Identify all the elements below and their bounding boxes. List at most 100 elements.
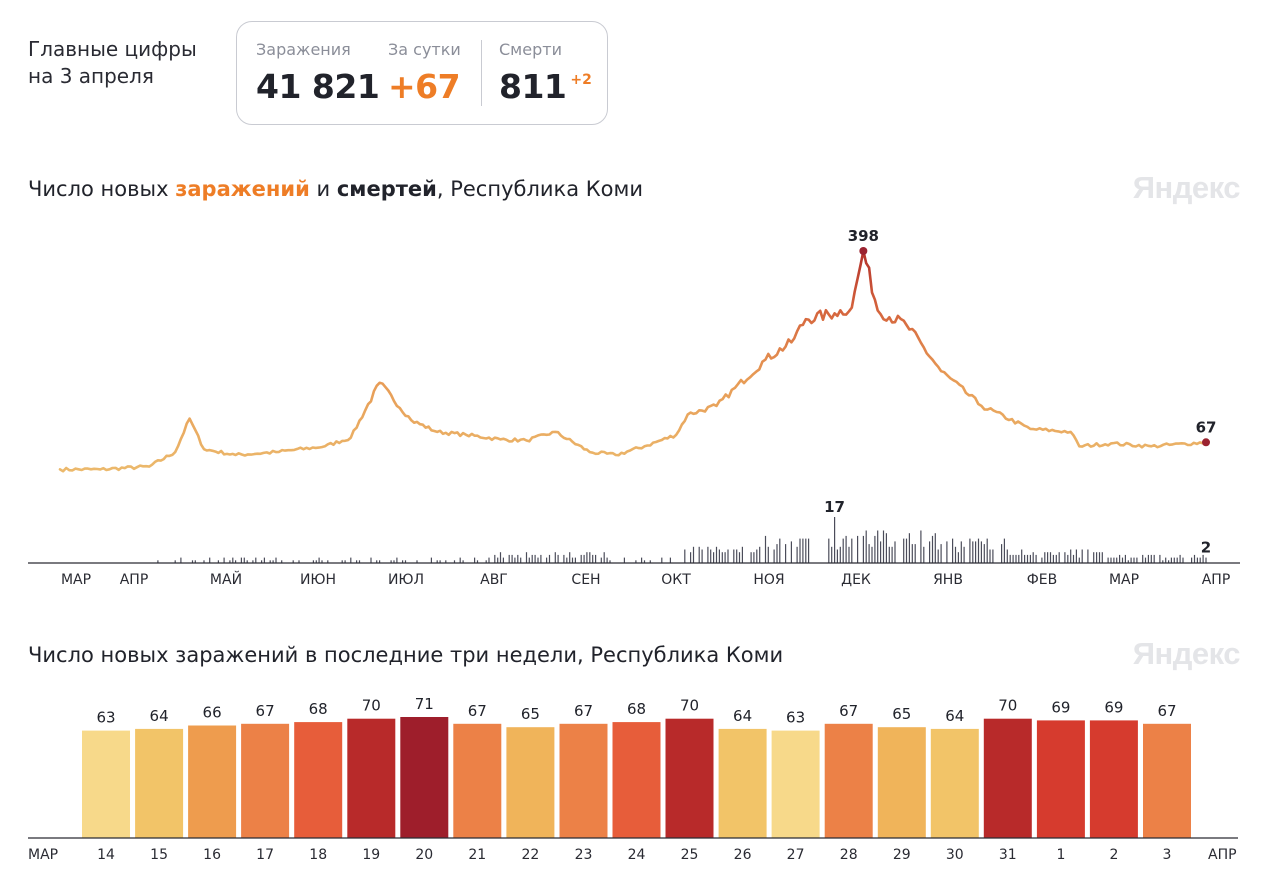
- day-tick-label: 22: [521, 847, 539, 863]
- bar: [983, 718, 1032, 838]
- yandex-watermark-1: Яндекс: [1132, 170, 1241, 205]
- day-tick-label: 30: [946, 847, 964, 863]
- bar-value-label: 66: [203, 704, 222, 722]
- key-figures-box: Заражения 41 821 За сутки +67 Смерти 811…: [236, 21, 608, 125]
- day-tick-label: 23: [575, 847, 593, 863]
- bar-value-label: 65: [892, 705, 911, 723]
- infections-value: 41 821: [256, 67, 380, 106]
- deaths-delta: +2: [570, 72, 592, 88]
- bar-value-label: 67: [1157, 702, 1176, 720]
- bar-value-label: 67: [256, 702, 275, 720]
- deaths-bars-group: [157, 517, 1207, 563]
- month-tick-label: ФЕВ: [1027, 572, 1058, 588]
- chart2-title: Число новых заражений в последние три не…: [28, 643, 784, 667]
- bar: [453, 723, 502, 838]
- daily-value: +67: [388, 67, 461, 106]
- axis-start-label: МАР: [28, 847, 58, 863]
- bar: [877, 727, 926, 838]
- bar: [1143, 723, 1191, 838]
- day-tick-label: 3: [1163, 847, 1172, 863]
- chart1-title-prefix: Число новых: [28, 177, 176, 201]
- day-tick-label: 2: [1109, 847, 1118, 863]
- stats-divider: [481, 40, 482, 106]
- bar: [718, 728, 767, 838]
- day-tick-label: 19: [362, 847, 380, 863]
- day-tick-label: 20: [415, 847, 433, 863]
- daily-label: За сутки: [388, 40, 461, 59]
- bar: [930, 728, 979, 838]
- bar-value-label: 65: [521, 705, 540, 723]
- deaths-stat: Смерти 811 +2: [499, 40, 592, 106]
- page-title: Главные цифры на 3 апреля: [28, 36, 228, 90]
- peak-marker: [859, 247, 868, 255]
- month-tick-label: СЕН: [571, 572, 600, 588]
- month-tick-label: АВГ: [480, 572, 508, 588]
- day-tick-label: 18: [309, 847, 327, 863]
- bar-value-label: 64: [150, 707, 169, 725]
- month-tick-label: ДЕК: [841, 572, 871, 588]
- chart1-title: Число новых заражений и смертей, Республ…: [28, 177, 643, 201]
- month-tick-label: ЯНВ: [933, 572, 963, 588]
- bar-value-label: 70: [680, 697, 699, 715]
- bar-value-label: 63: [786, 709, 805, 727]
- month-tick-label: АПР: [1202, 572, 1231, 588]
- deaths-last-label: 2: [1201, 539, 1211, 557]
- bar-value-label: 70: [998, 697, 1017, 715]
- day-tick-label: 29: [893, 847, 911, 863]
- deaths-value: 811: [499, 67, 567, 106]
- bar-value-label: 68: [309, 700, 328, 718]
- title-line-1: Главные цифры: [28, 37, 197, 61]
- chart1-title-mid: и: [309, 177, 337, 201]
- last-value-label: 67: [1196, 418, 1217, 436]
- infections-stat: Заражения 41 821: [256, 40, 380, 106]
- bar: [347, 718, 396, 838]
- month-axis-labels: МАР АПР МАЙ ИЮН ИЮЛ АВГ СЕН ОКТ НОЯ ДЕК ЯНВ ФЕВ МАР А…: [61, 570, 1230, 588]
- bar: [82, 730, 130, 838]
- deaths-label: Смерти: [499, 40, 562, 59]
- bar-value-label: 68: [627, 700, 646, 718]
- bar: [506, 727, 555, 838]
- bar-value-label: 67: [468, 702, 487, 720]
- month-tick-label: МАР: [61, 572, 91, 588]
- chart1-title-suffix: , Республика Коми: [436, 177, 644, 201]
- day-tick-label: 14: [97, 847, 115, 863]
- chart1-title-infections: заражений: [175, 177, 310, 201]
- day-tick-label: 1: [1056, 847, 1065, 863]
- bars-group: 6314641566166717681870197120672165226723…: [82, 695, 1191, 863]
- bar: [188, 725, 237, 838]
- bar: [1089, 720, 1138, 838]
- deaths-value-wrap: 811 +2: [499, 67, 592, 106]
- month-tick-label: ОКТ: [661, 572, 691, 588]
- bar: [771, 730, 820, 838]
- bar: [665, 718, 714, 838]
- bar: [559, 723, 608, 838]
- infections-label: Заражения: [256, 40, 351, 59]
- bar-value-label: 67: [839, 702, 858, 720]
- bar: [135, 728, 184, 838]
- day-tick-label: 28: [840, 847, 858, 863]
- daily-stat: За сутки +67: [388, 40, 461, 106]
- day-tick-label: 24: [628, 847, 646, 863]
- bar: [241, 723, 290, 838]
- bar: [824, 723, 873, 838]
- month-tick-label: ИЮН: [300, 572, 336, 588]
- bar-value-label: 71: [415, 695, 434, 713]
- infections-line: [58, 249, 1208, 473]
- day-tick-label: 27: [787, 847, 805, 863]
- bar-value-label: 63: [96, 709, 115, 727]
- bar-value-label: 69: [1104, 698, 1123, 716]
- month-tick-label: НОЯ: [753, 572, 784, 588]
- month-tick-label: АПР: [120, 572, 149, 588]
- bar-value-label: 70: [362, 697, 381, 715]
- bar-value-label: 69: [1051, 698, 1070, 716]
- bar: [1036, 720, 1085, 838]
- day-tick-label: 31: [999, 847, 1017, 863]
- bar-value-label: 64: [945, 707, 964, 725]
- bar: [400, 717, 449, 838]
- peak-label: 398: [848, 227, 879, 245]
- bar-value-label: 67: [574, 702, 593, 720]
- bar-value-label: 64: [733, 707, 752, 725]
- day-tick-label: 17: [256, 847, 274, 863]
- month-tick-label: МАЙ: [210, 570, 242, 588]
